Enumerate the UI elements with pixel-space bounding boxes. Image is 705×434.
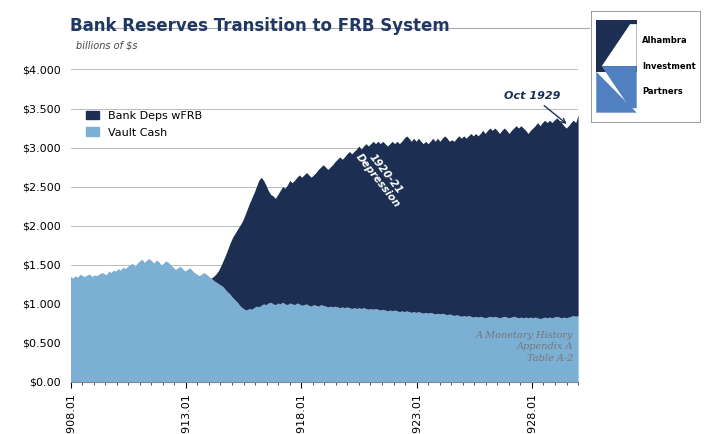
Text: Bank Reserves Transition to FRB System: Bank Reserves Transition to FRB System bbox=[70, 17, 450, 35]
Text: 1920-21
Depression: 1920-21 Depression bbox=[354, 145, 410, 209]
Text: Investment: Investment bbox=[642, 62, 696, 71]
Polygon shape bbox=[596, 20, 637, 72]
Text: Alhambra: Alhambra bbox=[642, 36, 688, 45]
Polygon shape bbox=[602, 24, 637, 66]
Text: billions of $s: billions of $s bbox=[75, 41, 137, 51]
Text: Oct 1929: Oct 1929 bbox=[504, 91, 565, 123]
Polygon shape bbox=[596, 72, 637, 113]
Text: A Monetary History
Appendix A
Table A-2: A Monetary History Appendix A Table A-2 bbox=[476, 331, 573, 363]
Legend: Bank Deps wFRB, Vault Cash: Bank Deps wFRB, Vault Cash bbox=[81, 106, 207, 142]
Polygon shape bbox=[602, 66, 637, 108]
Text: Partners: Partners bbox=[642, 87, 683, 96]
